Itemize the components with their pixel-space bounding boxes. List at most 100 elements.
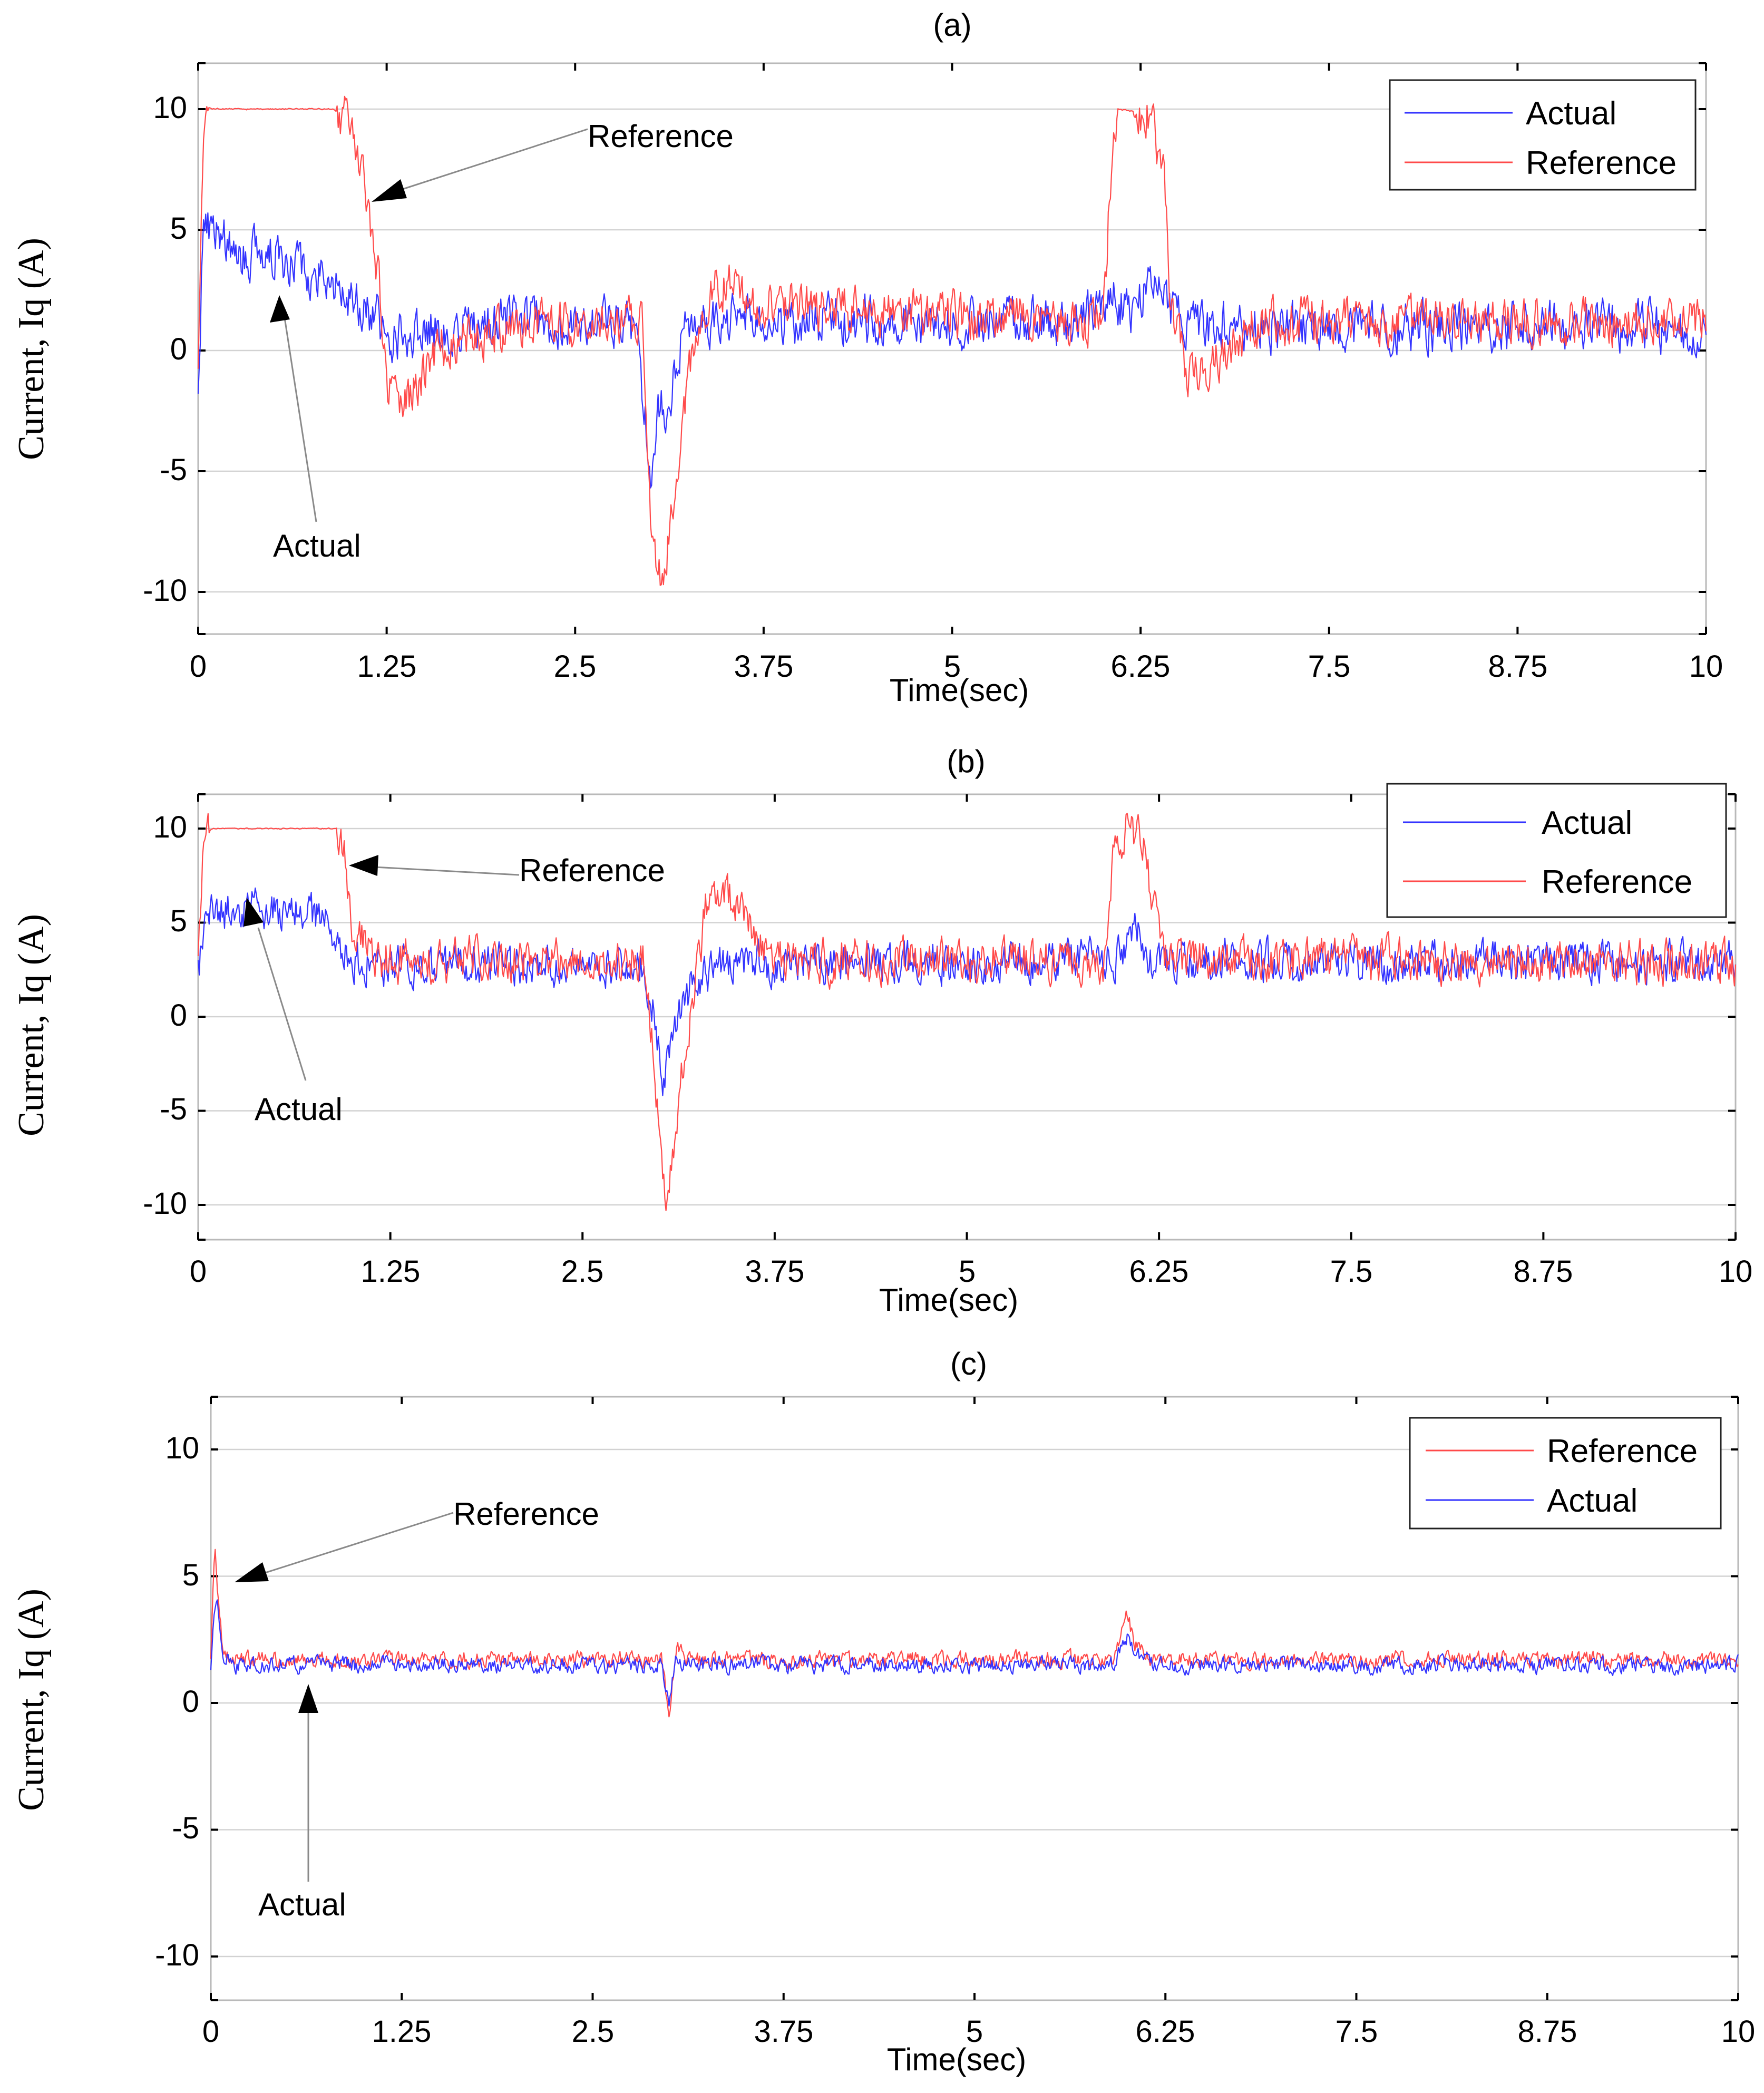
x-tick-label: 8.75 xyxy=(1514,1254,1573,1289)
x-tick-label: 10 xyxy=(1719,1254,1753,1289)
legend-label-reference: Reference xyxy=(1547,1433,1698,1469)
panel-b-series xyxy=(197,812,1737,1211)
panel-a-legend: Actual Reference xyxy=(1389,79,1697,191)
y-tick-label: -5 xyxy=(160,453,187,487)
annotation-label: Actual xyxy=(255,1092,343,1127)
series-line-actual xyxy=(197,887,1737,1096)
y-tick-label: 0 xyxy=(170,332,187,366)
panel-b-title: (b) xyxy=(947,744,985,779)
y-tick-label: 0 xyxy=(182,1685,199,1719)
annotation-arrowhead xyxy=(349,855,378,876)
panel-b-legend: Actual Reference xyxy=(1386,783,1727,918)
x-tick-label: 8.75 xyxy=(1518,2014,1577,2049)
panel-c-x-axis-label: Time(sec) xyxy=(887,2042,1026,2077)
x-tick-label: 2.5 xyxy=(561,1254,604,1289)
x-tick-label: 7.5 xyxy=(1308,649,1351,684)
panel-a-tick-marks xyxy=(197,62,1707,635)
x-tick-label: 0 xyxy=(202,2014,219,2049)
y-tick-label: 5 xyxy=(170,211,187,246)
panel-a-series xyxy=(197,95,1707,586)
y-tick-label: 5 xyxy=(182,1558,199,1592)
x-tick-label: 10 xyxy=(1721,2014,1756,2049)
chart-panel-b: (b) 10 5 0 -5 -10 0 1.25 2.5 3.75 5 6.25… xyxy=(11,744,1752,1318)
panel-c-legend: Reference Actual xyxy=(1409,1417,1722,1530)
panel-a-y-tick-labels: 10 5 0 -5 -10 xyxy=(143,91,187,608)
panel-b-y-tick-labels: 10 5 0 -5 -10 xyxy=(143,810,187,1221)
y-tick-label: 5 xyxy=(170,904,187,938)
x-tick-label: 6.25 xyxy=(1111,649,1171,684)
chart-panel-c: (c) 10 5 0 -5 -10 0 1.25 2.5 3.75 5 6.25… xyxy=(11,1346,1755,2077)
x-tick-label: 10 xyxy=(1689,649,1723,684)
annotation-arrowhead xyxy=(235,1562,269,1582)
annotation-leader-line xyxy=(257,927,307,1081)
panel-c-series xyxy=(210,1549,1739,1718)
y-tick-label: -10 xyxy=(143,573,187,608)
panel-c-tick-marks xyxy=(210,1396,1739,2001)
panel-a-annotation-actual: Actual xyxy=(270,295,361,563)
panel-b-y-axis-label: Current, Iq (A) xyxy=(11,914,52,1136)
x-tick-label: 8.75 xyxy=(1488,649,1548,684)
panel-c-title: (c) xyxy=(950,1346,987,1381)
series-line-reference xyxy=(210,1549,1739,1718)
annotation-leader-line xyxy=(392,128,588,193)
series-line-reference xyxy=(197,95,1707,586)
panel-a-annotation-reference: Reference xyxy=(372,119,734,202)
series-line-actual xyxy=(197,212,1707,489)
x-tick-label: 3.75 xyxy=(754,2014,814,2049)
panel-b-grid xyxy=(198,828,1736,1206)
annotation-leader-line xyxy=(263,1512,454,1574)
x-tick-label: 2.5 xyxy=(572,2014,615,2049)
x-tick-label: 2.5 xyxy=(554,649,597,684)
annotation-arrowhead xyxy=(243,898,264,927)
x-tick-label: 5 xyxy=(959,1254,976,1289)
annotation-arrowhead xyxy=(298,1684,318,1713)
x-tick-label: 1.25 xyxy=(361,1254,421,1289)
panel-a-y-axis-label: Current, Iq (A) xyxy=(11,238,52,460)
panel-c-y-axis-label: Current, Iq (A) xyxy=(11,1589,52,1811)
x-tick-label: 0 xyxy=(190,649,207,684)
panel-b-x-axis-label: Time(sec) xyxy=(879,1282,1018,1318)
panel-b-tick-marks xyxy=(197,793,1737,1241)
annotation-arrowhead xyxy=(372,179,407,202)
x-tick-label: 5 xyxy=(966,2014,983,2049)
y-tick-label: -5 xyxy=(160,1092,187,1126)
chart-panel-a: (a) 10 5 0 -5 -10 0 1.25 2.5 3.75 5 6.25… xyxy=(11,7,1723,708)
x-tick-label: 6.25 xyxy=(1136,2014,1195,2049)
x-tick-label: 6.25 xyxy=(1129,1254,1189,1289)
annotation-label: Reference xyxy=(588,119,734,154)
legend-label-actual: Actual xyxy=(1547,1483,1638,1519)
legend-box xyxy=(1409,1417,1722,1530)
x-tick-label: 3.75 xyxy=(734,649,794,684)
x-tick-label: 7.5 xyxy=(1330,1254,1373,1289)
x-tick-label: 5 xyxy=(944,649,961,684)
y-tick-label: -10 xyxy=(155,1938,199,1972)
legend-label-actual: Actual xyxy=(1542,805,1632,841)
panel-c-annotation-reference: Reference xyxy=(235,1496,599,1582)
annotation-label: Reference xyxy=(519,853,665,888)
y-tick-label: 10 xyxy=(153,91,187,125)
annotation-label: Reference xyxy=(453,1496,599,1532)
annotation-leader-line xyxy=(282,310,317,522)
panel-c-y-tick-labels: 10 5 0 -5 -10 xyxy=(155,1431,199,1972)
annotation-arrowhead xyxy=(270,295,290,323)
series-line-reference xyxy=(197,812,1737,1211)
panel-c-x-tick-labels: 0 1.25 2.5 3.75 5 6.25 7.5 8.75 10 xyxy=(202,2014,1755,2049)
panel-a-x-axis-label: Time(sec) xyxy=(890,673,1029,708)
panel-b-annotation-actual: Actual xyxy=(243,898,343,1127)
x-tick-label: 7.5 xyxy=(1336,2014,1378,2049)
panel-a-x-tick-labels: 0 1.25 2.5 3.75 5 6.25 7.5 8.75 10 xyxy=(190,649,1723,684)
x-tick-label: 1.25 xyxy=(357,649,417,684)
panel-c-annotation-actual: Actual xyxy=(258,1684,346,1922)
annotation-label: Actual xyxy=(258,1887,346,1922)
y-tick-label: -5 xyxy=(172,1811,199,1845)
legend-box xyxy=(1386,783,1727,918)
x-tick-label: 0 xyxy=(190,1254,207,1289)
x-tick-label: 1.25 xyxy=(372,2014,432,2049)
annotation-label: Actual xyxy=(273,528,361,563)
legend-box xyxy=(1389,79,1697,191)
panel-a-title: (a) xyxy=(933,7,971,43)
series-line-actual xyxy=(210,1599,1739,1707)
y-tick-label: 10 xyxy=(165,1431,199,1465)
y-tick-label: -10 xyxy=(143,1186,187,1221)
